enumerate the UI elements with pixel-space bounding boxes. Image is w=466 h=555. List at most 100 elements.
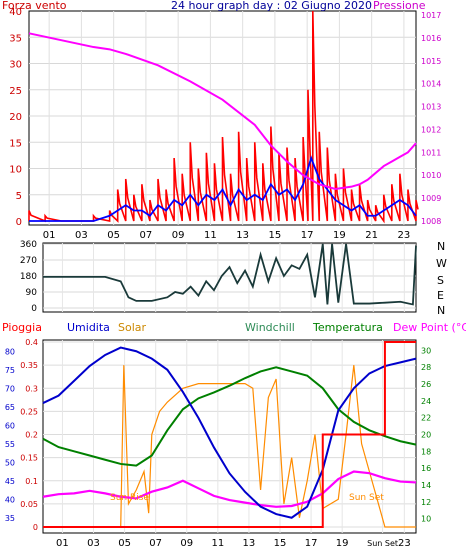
sunrise-label: Sun Rise xyxy=(110,493,149,503)
humidity-tick-label: 65 xyxy=(5,403,15,412)
humidity-tick-label: 55 xyxy=(5,440,15,449)
x-tick-label: 19 xyxy=(336,538,349,549)
legend-dew-point: Dew Point (°C) xyxy=(393,321,466,334)
rain-tick-label: 0.05 xyxy=(20,500,38,509)
humidity-tick-label: 35 xyxy=(5,514,15,523)
temperature-tick-label: 10 xyxy=(421,515,431,524)
wind-axis-label: Forza vento xyxy=(2,0,67,12)
temperature-tick-label: 30 xyxy=(421,346,431,355)
temperature-tick-label: 18 xyxy=(421,447,431,456)
compass-label: W xyxy=(436,257,447,270)
x-tick-label: 01 xyxy=(43,230,56,241)
legend-humidity: Umidita xyxy=(67,321,110,334)
direction-tick-label: 360 xyxy=(20,240,37,250)
wind-tick-label: 15 xyxy=(9,138,22,149)
x-tick-label: 03 xyxy=(75,230,88,241)
wind-tick-label: 10 xyxy=(9,165,22,176)
pressure-tick-label: 1008 xyxy=(421,217,441,226)
x-tick-label: 13 xyxy=(236,230,249,241)
x-tick-label: 05 xyxy=(107,230,120,241)
pressure-tick-label: 1009 xyxy=(421,194,441,203)
humidity-tick-label: 60 xyxy=(5,421,15,430)
legend-solar: Solar xyxy=(118,321,147,334)
direction-tick-label: 270 xyxy=(20,256,37,266)
x-tick-label: 15 xyxy=(274,538,287,549)
solar-series xyxy=(43,365,416,528)
wind-tick-label: 25 xyxy=(9,86,22,97)
x-tick-label: 05 xyxy=(118,538,131,549)
x-tick-label: 03 xyxy=(87,538,100,549)
x-tick-label: 17 xyxy=(301,230,314,241)
direction-tick-label: 90 xyxy=(26,288,38,298)
wind-speed-series xyxy=(29,155,417,222)
humidity-tick-label: 50 xyxy=(5,458,15,467)
temperature-tick-label: 14 xyxy=(421,481,431,490)
compass-label: S xyxy=(437,274,444,287)
direction-tick-label: 180 xyxy=(20,272,37,282)
wind-tick-label: 30 xyxy=(9,60,22,71)
direction-tick-label: 0 xyxy=(31,304,37,314)
pressure-axis-label: Pressione xyxy=(373,0,426,12)
temperature-tick-label: 12 xyxy=(421,498,431,507)
wind-direction-series xyxy=(43,243,417,306)
compass-label: E xyxy=(437,289,444,302)
rain-tick-label: 0.2 xyxy=(25,431,38,440)
chart-title: 24 hour graph day : 02 Giugno 2020 xyxy=(171,0,372,12)
humidity-tick-label: 75 xyxy=(5,366,15,375)
x-tick-label: 15 xyxy=(269,230,282,241)
temperature-tick-label: 28 xyxy=(421,363,431,372)
humidity-tick-label: 70 xyxy=(5,384,15,393)
x-tick-label: 11 xyxy=(204,230,217,241)
pressure-tick-label: 1016 xyxy=(421,34,441,43)
wind-tick-label: 0 xyxy=(16,217,22,228)
x-tick-label: 17 xyxy=(305,538,318,549)
compass-label: N xyxy=(437,240,445,253)
x-tick-label: 11 xyxy=(211,538,224,549)
rain-tick-label: 0.3 xyxy=(25,384,38,393)
dew-point-series xyxy=(42,470,417,508)
umidita-series xyxy=(42,346,417,519)
temperature-tick-label: 26 xyxy=(421,380,431,389)
pressure-tick-label: 1010 xyxy=(421,171,441,180)
humidity-tick-label: 40 xyxy=(5,495,15,504)
pressure-tick-label: 1017 xyxy=(421,11,441,20)
humidity-tick-label: 80 xyxy=(5,347,15,356)
rain-tick-label: 0.4 xyxy=(25,338,38,347)
x-tick-label: Sun Set xyxy=(367,539,398,548)
temperature-tick-label: 24 xyxy=(421,397,431,406)
pressure-tick-label: 1014 xyxy=(421,80,441,89)
x-tick-label: 07 xyxy=(149,538,162,549)
rain-tick-label: 0 xyxy=(33,523,38,532)
legend-windchill: Windchill xyxy=(245,321,295,334)
temperature-tick-label: 22 xyxy=(421,414,431,423)
x-tick-label: 01 xyxy=(56,538,69,549)
sunset-label: Sun Set xyxy=(349,493,384,503)
rain-tick-label: 0.1 xyxy=(25,477,38,486)
temperature-tick-label: 16 xyxy=(421,464,431,473)
x-tick-label: 21 xyxy=(365,230,378,241)
pressure-tick-label: 1013 xyxy=(421,103,441,112)
temperature-tick-label: 20 xyxy=(421,431,431,440)
x-tick-label: 07 xyxy=(140,230,153,241)
humidity-tick-label: 45 xyxy=(5,477,15,486)
pioggia-series xyxy=(43,341,416,528)
wind-tick-label: 20 xyxy=(9,112,22,123)
x-tick-label: 19 xyxy=(333,230,346,241)
legend-temperature: Temperatura xyxy=(312,321,383,334)
rain-tick-label: 0.25 xyxy=(20,407,38,416)
pressure-series xyxy=(28,32,417,190)
x-tick-label: 13 xyxy=(243,538,256,549)
x-tick-label: 09 xyxy=(180,538,193,549)
x-tick-label: 09 xyxy=(172,230,185,241)
compass-label: N xyxy=(437,304,445,317)
wind-tick-label: 5 xyxy=(16,191,22,202)
rain-tick-label: 0.15 xyxy=(20,454,38,463)
pressure-tick-label: 1012 xyxy=(421,125,441,134)
x-tick-label: 23 xyxy=(398,538,411,549)
wind-tick-label: 40 xyxy=(9,7,22,18)
x-tick-label: 23 xyxy=(398,230,411,241)
legend-rain: Pioggia xyxy=(2,321,42,334)
wind-tick-label: 35 xyxy=(9,33,22,44)
temperature-panel xyxy=(42,339,417,534)
